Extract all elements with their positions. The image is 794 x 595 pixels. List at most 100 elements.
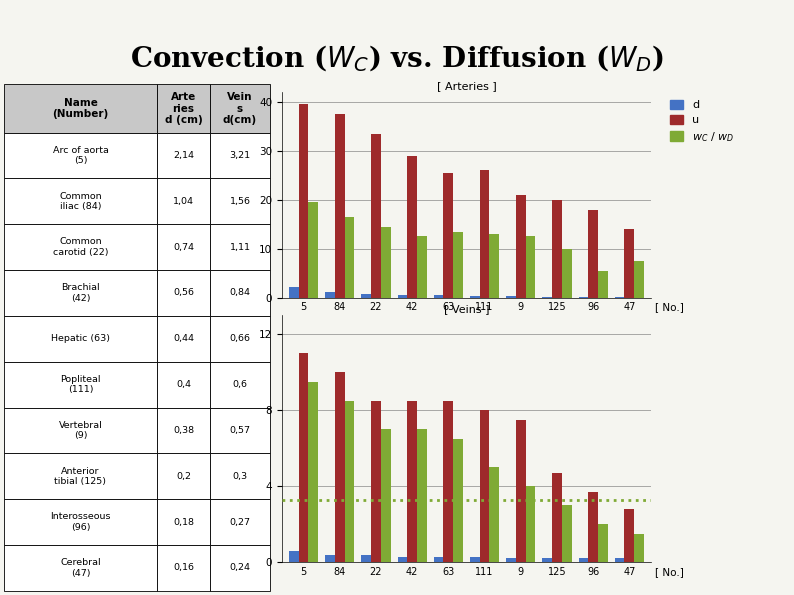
FancyBboxPatch shape	[4, 224, 157, 270]
Bar	[335, 114, 345, 298]
Bar	[434, 295, 444, 298]
Bar	[309, 382, 318, 562]
FancyBboxPatch shape	[210, 545, 270, 591]
Text: Brachial
(42): Brachial (42)	[61, 283, 100, 303]
Bar	[598, 271, 608, 298]
FancyBboxPatch shape	[157, 362, 210, 408]
FancyBboxPatch shape	[4, 270, 157, 316]
Text: Vein
s
d(cm): Vein s d(cm)	[223, 92, 257, 125]
Bar	[381, 227, 391, 298]
Bar	[579, 297, 588, 298]
Bar	[299, 353, 309, 562]
Text: 0,6: 0,6	[233, 380, 248, 389]
Text: 1,04: 1,04	[173, 197, 194, 206]
Bar	[615, 558, 624, 562]
Bar	[634, 261, 644, 298]
FancyBboxPatch shape	[4, 178, 157, 224]
Bar	[417, 236, 427, 298]
Bar	[335, 372, 345, 562]
FancyBboxPatch shape	[157, 453, 210, 499]
Bar	[634, 534, 644, 562]
Bar	[489, 234, 499, 298]
Text: Convection ($\mathbf{\mathit{W_C}}$) vs. Diffusion ($\mathbf{\mathit{W_D}}$): Convection ($\mathbf{\mathit{W_C}}$) vs.…	[130, 43, 664, 74]
Bar	[325, 555, 335, 562]
Text: [ No.]: [ No.]	[655, 302, 684, 312]
Text: Common
carotid (22): Common carotid (22)	[52, 237, 108, 257]
Text: 0,44: 0,44	[173, 334, 194, 343]
FancyBboxPatch shape	[4, 453, 157, 499]
FancyBboxPatch shape	[210, 224, 270, 270]
Bar	[480, 411, 489, 562]
Bar	[579, 558, 588, 562]
Title: [ Veins ]: [ Veins ]	[444, 305, 489, 315]
FancyBboxPatch shape	[157, 499, 210, 545]
Bar	[516, 420, 526, 562]
Text: 0,16: 0,16	[173, 563, 194, 572]
Bar	[398, 295, 407, 298]
FancyBboxPatch shape	[157, 316, 210, 362]
Text: 0,18: 0,18	[173, 518, 194, 527]
Text: Arc of aorta
(5): Arc of aorta (5)	[52, 146, 108, 165]
Text: Cerebral
(47): Cerebral (47)	[60, 558, 101, 578]
Bar	[552, 473, 562, 562]
Text: 1,11: 1,11	[229, 243, 251, 252]
Bar	[526, 236, 535, 298]
FancyBboxPatch shape	[4, 84, 157, 133]
Bar	[470, 557, 480, 562]
Bar	[299, 105, 309, 298]
Text: 0,3: 0,3	[233, 472, 248, 481]
Legend: d, u, $w_C$ / $w_D$: d, u, $w_C$ / $w_D$	[668, 98, 737, 146]
Text: 0,74: 0,74	[173, 243, 194, 252]
FancyBboxPatch shape	[157, 408, 210, 453]
Bar	[289, 287, 299, 298]
Bar	[398, 556, 407, 562]
Bar	[453, 231, 463, 298]
Text: 0,27: 0,27	[229, 518, 251, 527]
Text: 2,14: 2,14	[173, 151, 194, 160]
Text: Anterior
tibial (125): Anterior tibial (125)	[55, 466, 106, 486]
FancyBboxPatch shape	[4, 499, 157, 545]
Bar	[624, 509, 634, 562]
Bar	[407, 401, 417, 562]
Bar	[345, 401, 354, 562]
FancyBboxPatch shape	[210, 362, 270, 408]
Text: Hepatic (63): Hepatic (63)	[51, 334, 110, 343]
Bar	[552, 200, 562, 298]
FancyBboxPatch shape	[157, 133, 210, 178]
FancyBboxPatch shape	[157, 178, 210, 224]
Text: 0,4: 0,4	[176, 380, 191, 389]
Bar	[598, 524, 608, 562]
Bar	[562, 249, 572, 298]
Bar	[542, 296, 552, 298]
Bar	[371, 401, 381, 562]
FancyBboxPatch shape	[210, 453, 270, 499]
Bar	[588, 492, 598, 562]
FancyBboxPatch shape	[4, 362, 157, 408]
Text: Interosseous
(96): Interosseous (96)	[50, 512, 110, 532]
Bar	[444, 173, 453, 298]
Text: Name
(Number): Name (Number)	[52, 98, 109, 120]
FancyBboxPatch shape	[210, 316, 270, 362]
Text: 0,66: 0,66	[229, 334, 251, 343]
Bar	[444, 401, 453, 562]
Bar	[480, 170, 489, 298]
Bar	[624, 229, 634, 298]
Text: 0,24: 0,24	[229, 563, 251, 572]
Bar	[361, 294, 371, 298]
FancyBboxPatch shape	[4, 133, 157, 178]
FancyBboxPatch shape	[210, 84, 270, 133]
Bar	[516, 195, 526, 298]
Text: 0,38: 0,38	[173, 426, 194, 435]
FancyBboxPatch shape	[210, 499, 270, 545]
Text: Arte
ries
d (cm): Arte ries d (cm)	[164, 92, 202, 125]
Bar	[453, 439, 463, 562]
Bar	[489, 467, 499, 562]
Text: Common
iliac (84): Common iliac (84)	[59, 192, 102, 211]
FancyBboxPatch shape	[4, 316, 157, 362]
FancyBboxPatch shape	[4, 408, 157, 453]
Bar	[615, 297, 624, 298]
Text: 3,21: 3,21	[229, 151, 251, 160]
Bar	[506, 296, 516, 298]
FancyBboxPatch shape	[157, 545, 210, 591]
Bar	[542, 558, 552, 562]
